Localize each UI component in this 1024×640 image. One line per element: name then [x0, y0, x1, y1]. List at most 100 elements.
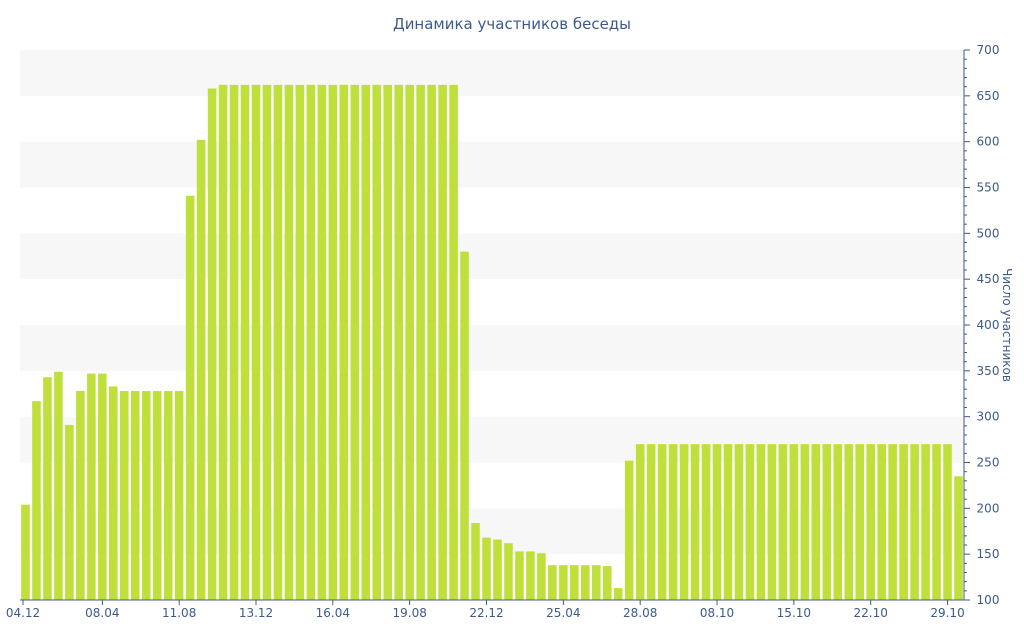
bar[interactable]: [32, 401, 41, 600]
bar[interactable]: [613, 588, 623, 600]
bar[interactable]: [921, 444, 930, 600]
bar[interactable]: [877, 444, 886, 600]
bar[interactable]: [306, 84, 316, 600]
bar[interactable]: [635, 444, 645, 600]
bar[interactable]: [317, 84, 327, 600]
bar[interactable]: [76, 391, 85, 600]
bar[interactable]: [21, 504, 30, 600]
y-tick-label: 700: [977, 43, 1000, 57]
bar[interactable]: [350, 84, 360, 600]
bar[interactable]: [460, 251, 469, 601]
y-tick-group: 100 150 200 250 300 350 400 450 500 550 600 650 700: [964, 43, 999, 607]
bar[interactable]: [405, 84, 414, 600]
bar[interactable]: [394, 84, 403, 600]
bar[interactable]: [438, 84, 447, 600]
bar[interactable]: [295, 84, 305, 600]
bar[interactable]: [668, 444, 678, 600]
bar[interactable]: [251, 84, 261, 600]
bar[interactable]: [109, 386, 118, 600]
bar[interactable]: [932, 444, 941, 600]
y-tick-label: 600: [977, 135, 1000, 149]
x-tick-label: 04.12: [6, 606, 40, 620]
y-tick-label: 250: [977, 456, 1000, 470]
bar[interactable]: [844, 444, 854, 600]
grid-band: [20, 50, 964, 96]
y-tick-label: 150: [977, 547, 1000, 561]
bar[interactable]: [328, 84, 338, 600]
bar[interactable]: [800, 444, 810, 600]
bar[interactable]: [954, 476, 963, 600]
bar[interactable]: [207, 88, 217, 601]
bar[interactable]: [504, 543, 513, 600]
bar[interactable]: [43, 377, 52, 600]
bar[interactable]: [240, 84, 250, 600]
bar[interactable]: [778, 444, 788, 600]
bar[interactable]: [471, 523, 480, 600]
bar[interactable]: [98, 373, 107, 600]
bar[interactable]: [888, 444, 897, 600]
bar[interactable]: [712, 444, 722, 600]
bar[interactable]: [152, 391, 162, 600]
bar[interactable]: [383, 84, 392, 600]
bar[interactable]: [690, 444, 700, 600]
bar[interactable]: [756, 444, 766, 600]
bar[interactable]: [174, 391, 184, 600]
bar[interactable]: [789, 444, 799, 600]
bar[interactable]: [229, 84, 239, 600]
bar[interactable]: [141, 391, 151, 600]
bar[interactable]: [559, 565, 568, 600]
bar[interactable]: [745, 444, 755, 600]
chart-title: Динамика участников беседы: [393, 15, 631, 33]
y-tick-label: 400: [977, 318, 1000, 332]
x-tick-group: 04.12 08.04 11.08 13.12 16.04 19.08 22.12 25.04…: [6, 600, 965, 620]
bar[interactable]: [701, 444, 711, 600]
bar[interactable]: [548, 565, 557, 600]
bar[interactable]: [482, 537, 491, 600]
bar[interactable]: [866, 444, 875, 600]
bar[interactable]: [185, 195, 195, 600]
bar[interactable]: [273, 84, 283, 600]
bar[interactable]: [767, 444, 777, 600]
bar[interactable]: [262, 84, 272, 600]
bar[interactable]: [646, 444, 656, 600]
bar[interactable]: [723, 444, 733, 600]
bar[interactable]: [163, 391, 173, 600]
bar[interactable]: [910, 444, 919, 600]
bar[interactable]: [218, 84, 228, 600]
bar[interactable]: [65, 424, 74, 600]
bar[interactable]: [855, 444, 864, 600]
x-tick-label: 15.10: [777, 606, 811, 620]
bar[interactable]: [679, 444, 689, 600]
bar[interactable]: [602, 566, 612, 600]
bar[interactable]: [657, 444, 667, 600]
bar[interactable]: [120, 391, 129, 600]
bar[interactable]: [734, 444, 744, 600]
bar[interactable]: [537, 553, 546, 600]
bar[interactable]: [899, 444, 908, 600]
bar[interactable]: [196, 139, 206, 600]
bar[interactable]: [372, 84, 382, 600]
bar[interactable]: [581, 565, 590, 600]
bar[interactable]: [526, 551, 535, 600]
y-tick-label: 100: [977, 593, 1000, 607]
bar[interactable]: [493, 539, 502, 601]
bar[interactable]: [943, 444, 952, 600]
bar[interactable]: [515, 551, 524, 600]
bar[interactable]: [416, 84, 425, 600]
bar[interactable]: [361, 84, 371, 600]
bar[interactable]: [54, 371, 63, 600]
bar-series: [21, 84, 963, 601]
bar[interactable]: [570, 565, 579, 600]
bar[interactable]: [592, 565, 601, 600]
bar[interactable]: [822, 444, 832, 600]
bar[interactable]: [130, 391, 140, 600]
bar[interactable]: [284, 84, 294, 600]
bar[interactable]: [427, 84, 436, 600]
bar[interactable]: [624, 460, 634, 600]
bar[interactable]: [87, 373, 96, 600]
bar[interactable]: [811, 444, 821, 600]
bar[interactable]: [833, 444, 843, 600]
bar[interactable]: [339, 84, 349, 600]
bar[interactable]: [449, 84, 458, 600]
grid-bands: [20, 50, 964, 555]
